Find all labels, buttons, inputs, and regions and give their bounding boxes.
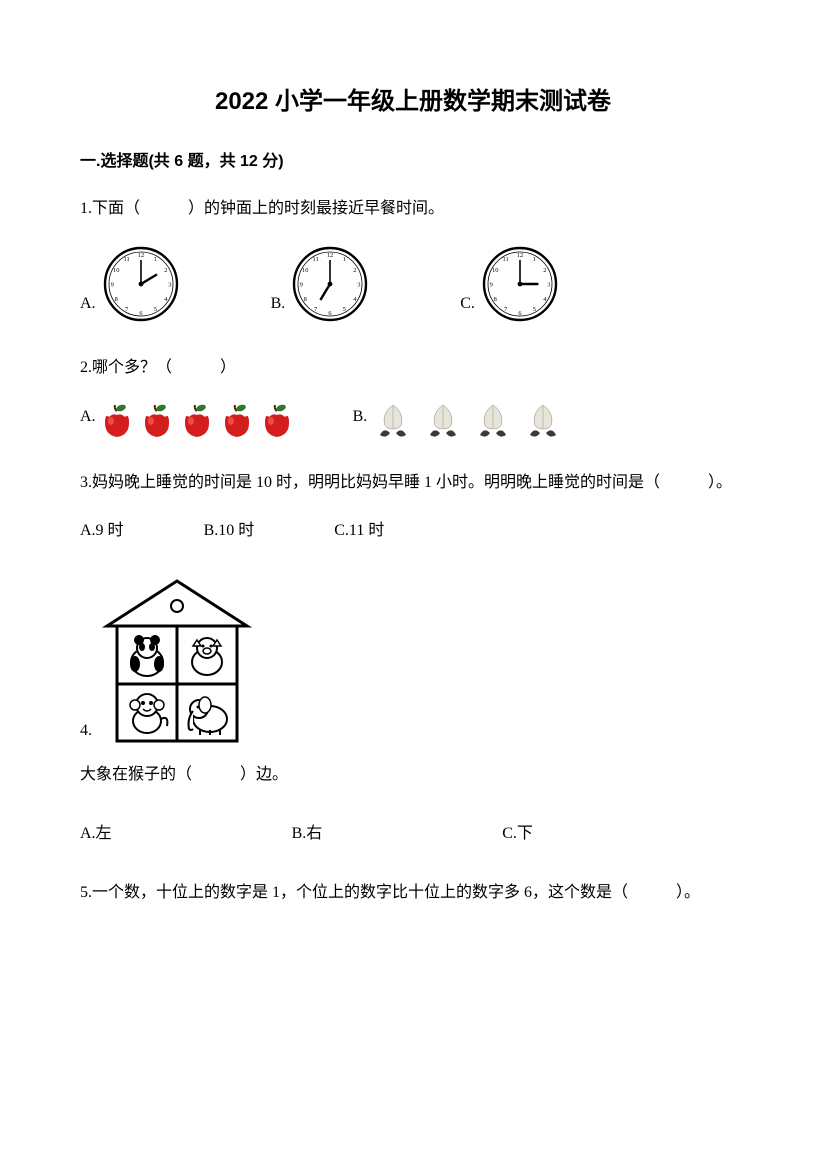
q4-text2: 大象在猴子的（ ）边。 — [80, 761, 746, 790]
peach-icon — [522, 403, 564, 439]
svg-text:1: 1 — [153, 256, 156, 263]
svg-text:2: 2 — [353, 267, 356, 274]
apple-icon — [261, 403, 293, 439]
svg-text:8: 8 — [494, 296, 497, 303]
q1-option-a: A. 12 1 2 3 4 5 6 7 8 9 10 11 — [80, 244, 181, 324]
svg-text:10: 10 — [492, 267, 498, 274]
svg-text:6: 6 — [139, 310, 142, 317]
question-2: 2.哪个多？（ ） A. B. — [80, 354, 746, 439]
svg-text:5: 5 — [153, 306, 156, 313]
svg-text:9: 9 — [300, 281, 303, 288]
apple-icon — [101, 403, 133, 439]
apples-group — [101, 403, 293, 439]
peach-icon — [372, 403, 414, 439]
q3-option-c: C.11 时 — [334, 517, 384, 546]
q5-text: 5.一个数，十位上的数字是 1，个位上的数字比十位上的数字多 6，这个数是（ ）… — [80, 879, 746, 908]
q2-option-b: B. — [353, 403, 565, 439]
svg-text:9: 9 — [490, 281, 493, 288]
q1-label-b: B. — [271, 290, 286, 319]
clock-icon-3oclock: 12 1 2 3 4 5 6 7 8 9 10 11 — [480, 244, 560, 324]
q3-text: 3.妈妈晚上睡觉的时间是 10 时，明明比妈妈早睡 1 小时。明明晚上睡觉的时间… — [80, 469, 746, 498]
svg-text:6: 6 — [518, 310, 521, 317]
svg-text:9: 9 — [110, 281, 113, 288]
q4-num: 4. — [80, 717, 92, 746]
apple-icon — [181, 403, 213, 439]
question-4: 4. — [80, 576, 746, 849]
q4-option-a: A.左 — [80, 820, 112, 849]
clock-icon-2oclock: 12 1 2 3 4 5 6 7 8 9 10 11 — [101, 244, 181, 324]
q3-options: A.9 时 B.10 时 C.11 时 — [80, 517, 746, 546]
svg-text:2: 2 — [164, 267, 167, 274]
svg-text:12: 12 — [137, 252, 143, 259]
svg-text:1: 1 — [533, 256, 536, 263]
q1-option-c: C. 12 1 2 3 4 5 6 7 8 9 10 11 — [460, 244, 560, 324]
q4-house-row: 4. — [80, 576, 746, 746]
question-3: 3.妈妈晚上睡觉的时间是 10 时，明明比妈妈早睡 1 小时。明明晚上睡觉的时间… — [80, 469, 746, 547]
svg-text:5: 5 — [343, 306, 346, 313]
q2-option-a: A. — [80, 403, 293, 439]
svg-text:10: 10 — [302, 267, 308, 274]
svg-text:1: 1 — [343, 256, 346, 263]
peaches-group — [372, 403, 564, 439]
svg-text:8: 8 — [304, 296, 307, 303]
section-header: 一.选择题(共 6 题，共 12 分) — [80, 148, 746, 177]
q1-option-b: B. 12 1 2 3 4 5 6 7 8 9 10 11 — [271, 244, 371, 324]
svg-text:8: 8 — [114, 296, 117, 303]
svg-text:11: 11 — [123, 256, 129, 263]
q2-label-a: A. — [80, 403, 96, 432]
q2-options: A. B. — [80, 403, 746, 439]
q3-option-b: B.10 时 — [204, 517, 255, 546]
apple-icon — [221, 403, 253, 439]
svg-text:11: 11 — [313, 256, 319, 263]
q2-text: 2.哪个多？（ ） — [80, 354, 746, 383]
q3-option-a: A.9 时 — [80, 517, 124, 546]
svg-text:10: 10 — [113, 267, 119, 274]
svg-text:2: 2 — [543, 267, 546, 274]
svg-text:3: 3 — [547, 281, 550, 288]
q4-option-b: B.右 — [292, 820, 323, 849]
q4-options: A.左 B.右 C.下 — [80, 820, 746, 849]
svg-text:11: 11 — [502, 256, 508, 263]
svg-text:12: 12 — [327, 252, 333, 259]
peach-icon — [422, 403, 464, 439]
svg-text:6: 6 — [329, 310, 332, 317]
animal-house-icon — [97, 576, 257, 746]
q4-option-c: C.下 — [502, 820, 533, 849]
apple-icon — [141, 403, 173, 439]
q1-label-c: C. — [460, 290, 475, 319]
clock-icon-7oclock: 12 1 2 3 4 5 6 7 8 9 10 11 — [290, 244, 370, 324]
q1-label-a: A. — [80, 290, 96, 319]
q2-label-b: B. — [353, 403, 368, 432]
question-1: 1.下面（ ）的钟面上的时刻最接近早餐时间。 A. 12 1 2 3 4 5 6… — [80, 195, 746, 324]
q1-text: 1.下面（ ）的钟面上的时刻最接近早餐时间。 — [80, 195, 746, 224]
svg-text:5: 5 — [533, 306, 536, 313]
svg-text:3: 3 — [168, 281, 171, 288]
peach-icon — [472, 403, 514, 439]
q1-options: A. 12 1 2 3 4 5 6 7 8 9 10 11 — [80, 244, 746, 324]
page-title: 2022 小学一年级上册数学期末测试卷 — [80, 80, 746, 123]
question-5: 5.一个数，十位上的数字是 1，个位上的数字比十位上的数字多 6，这个数是（ ）… — [80, 879, 746, 908]
svg-text:12: 12 — [517, 252, 523, 259]
svg-text:3: 3 — [357, 281, 360, 288]
